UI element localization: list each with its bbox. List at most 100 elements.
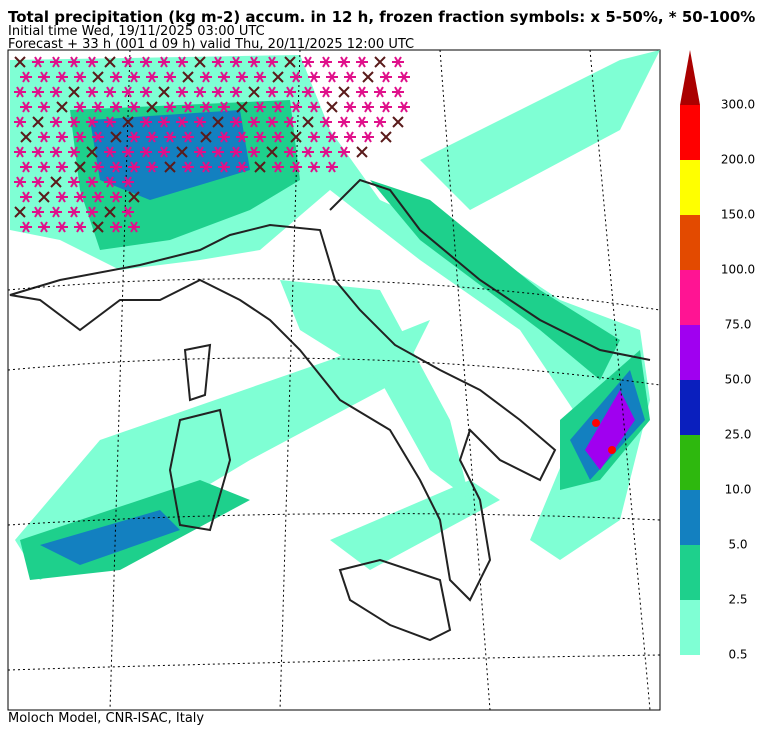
symbol-star (236, 71, 248, 83)
symbol-x (212, 116, 224, 128)
footer: Moloch Model, CNR-ISAC, Italy (8, 711, 204, 726)
symbol-x (254, 161, 266, 173)
symbol-star (20, 191, 32, 203)
symbol-star (128, 221, 140, 233)
colorbar-label: 0.5 (728, 648, 747, 662)
symbol-star (284, 86, 296, 98)
symbol-star (176, 56, 188, 68)
symbol-star (164, 101, 176, 113)
symbol-star (86, 86, 98, 98)
symbol-star (50, 146, 62, 158)
symbol-x (92, 71, 104, 83)
symbol-star (326, 161, 338, 173)
symbol-star (104, 116, 116, 128)
symbol-star (182, 131, 194, 143)
symbol-star (272, 131, 284, 143)
symbol-star (20, 101, 32, 113)
symbol-star (104, 176, 116, 188)
symbol-star (218, 71, 230, 83)
symbol-star (74, 131, 86, 143)
symbol-star (74, 191, 86, 203)
symbol-x (182, 71, 194, 83)
symbol-x (122, 116, 134, 128)
colorbar-segment (680, 105, 700, 160)
symbol-star (14, 176, 26, 188)
symbol-star (110, 221, 122, 233)
symbol-star (326, 131, 338, 143)
symbol-star (50, 86, 62, 98)
symbol-star (38, 71, 50, 83)
symbol-star (128, 131, 140, 143)
symbol-x (248, 86, 260, 98)
symbol-star (92, 101, 104, 113)
symbol-star (68, 146, 80, 158)
symbol-star (56, 191, 68, 203)
symbol-star (32, 86, 44, 98)
symbol-star (302, 56, 314, 68)
colorbar-label: 75.0 (725, 318, 752, 332)
colorbar-label: 5.0 (728, 538, 747, 552)
symbol-star (230, 146, 242, 158)
symbol-star (128, 161, 140, 173)
symbol-star (182, 161, 194, 173)
symbol-star (176, 116, 188, 128)
coastlines (9, 178, 651, 642)
symbol-star (356, 116, 368, 128)
symbol-star (326, 71, 338, 83)
symbol-star (56, 221, 68, 233)
symbol-x (20, 131, 32, 143)
symbol-star (212, 56, 224, 68)
symbol-star (110, 191, 122, 203)
symbol-star (122, 56, 134, 68)
symbol-star (110, 101, 122, 113)
symbol-star (308, 101, 320, 113)
symbol-star (194, 86, 206, 98)
symbol-star (302, 146, 314, 158)
symbol-star (38, 221, 50, 233)
symbol-star (200, 71, 212, 83)
symbol-star (68, 206, 80, 218)
symbol-star (110, 161, 122, 173)
symbol-x (146, 101, 158, 113)
colorbar-label: 10.0 (725, 483, 752, 497)
colorbar: 0.5 2.5 5.0 10.0 25.0 50.0 75.0 100.0 150.0 200.0… (680, 50, 755, 662)
symbol-star (338, 56, 350, 68)
symbol-x (272, 71, 284, 83)
symbol-star (92, 131, 104, 143)
colorbar-segment (680, 545, 700, 600)
symbol-star (230, 86, 242, 98)
symbol-star (344, 131, 356, 143)
symbol-x (284, 56, 296, 68)
symbol-star (32, 146, 44, 158)
symbol-star (200, 101, 212, 113)
frozen-symbols (14, 56, 410, 233)
symbol-star (398, 101, 410, 113)
symbol-star (200, 161, 212, 173)
symbol-x (200, 131, 212, 143)
symbol-star (122, 176, 134, 188)
symbol-star (32, 176, 44, 188)
colorbar-segment (680, 435, 700, 490)
symbol-star (32, 206, 44, 218)
symbol-x (302, 116, 314, 128)
symbol-x (362, 71, 374, 83)
symbol-star (158, 146, 170, 158)
symbol-star (20, 221, 32, 233)
symbol-star (158, 56, 170, 68)
symbol-star (272, 161, 284, 173)
symbol-star (32, 56, 44, 68)
symbol-star (146, 131, 158, 143)
symbol-star (236, 131, 248, 143)
symbol-star (254, 101, 266, 113)
symbol-star (320, 116, 332, 128)
symbol-star (362, 131, 374, 143)
symbol-x (338, 86, 350, 98)
colorbar-label: 200.0 (721, 153, 755, 167)
symbol-star (158, 116, 170, 128)
title: Total precipitation (kg m-2) accum. in 1… (8, 8, 755, 26)
colorbar-extend (680, 50, 700, 105)
initial-time: Initial time Wed, 19/11/2025 03:00 UTC (8, 24, 265, 39)
symbol-x (356, 146, 368, 158)
symbol-star (374, 116, 386, 128)
symbol-star (266, 86, 278, 98)
